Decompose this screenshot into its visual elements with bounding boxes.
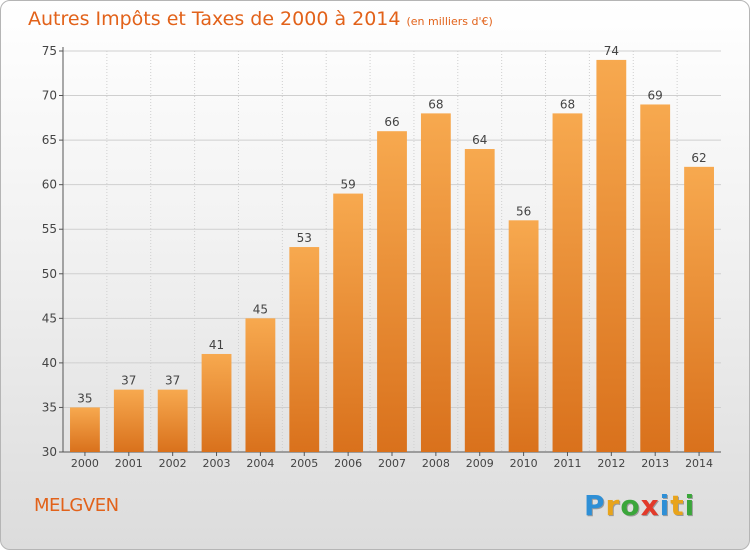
bar-value-label: 66 xyxy=(384,115,399,129)
x-tick-label: 2005 xyxy=(290,457,318,470)
logo-letter: x xyxy=(640,489,660,522)
y-tick-label: 70 xyxy=(42,89,57,103)
bar-2013 xyxy=(640,104,671,452)
chart-unit-note: (en milliers d'€) xyxy=(406,15,493,28)
bar-2001 xyxy=(113,389,144,452)
bar-value-label: 59 xyxy=(340,178,355,192)
x-tick-label: 2010 xyxy=(510,457,538,470)
x-tick-label: 2009 xyxy=(466,457,494,470)
x-tick-label: 2011 xyxy=(553,457,581,470)
y-tick-label: 35 xyxy=(42,400,57,414)
chart-title: Autres Impôts et Taxes de 2000 à 2014 (en… xyxy=(28,8,493,30)
bar-value-label: 35 xyxy=(77,391,92,405)
logo-letter: i xyxy=(684,489,696,522)
x-tick-label: 2014 xyxy=(685,457,713,470)
x-tick-label: 2004 xyxy=(246,457,274,470)
bar-2009 xyxy=(464,149,495,452)
y-tick-label: 30 xyxy=(42,445,57,459)
bar-2010 xyxy=(508,220,539,452)
bar-2004 xyxy=(245,318,276,452)
bar-value-label: 62 xyxy=(691,151,706,165)
bar-value-label: 41 xyxy=(209,338,224,352)
bar-2002 xyxy=(157,389,188,452)
y-tick-label: 45 xyxy=(42,311,57,325)
bar-2003 xyxy=(201,353,232,452)
y-tick-label: 65 xyxy=(42,133,57,147)
proxiti-logo: Proxiti xyxy=(584,489,695,522)
bar-value-label: 64 xyxy=(472,133,487,147)
location-name: MELGVEN xyxy=(34,495,119,516)
bars xyxy=(70,59,714,453)
y-tick-label: 40 xyxy=(42,356,57,370)
x-tick-label: 2002 xyxy=(159,457,187,470)
x-tick-label: 2006 xyxy=(334,457,362,470)
bar-value-label: 45 xyxy=(253,302,268,316)
bar-2008 xyxy=(420,113,451,452)
bar-2005 xyxy=(289,247,320,452)
bar-2012 xyxy=(596,59,627,453)
bar-2014 xyxy=(684,166,714,452)
bar-value-label: 37 xyxy=(121,374,136,388)
x-tick-label: 2013 xyxy=(641,457,669,470)
x-tick-label: 2007 xyxy=(378,457,406,470)
logo-letter: P xyxy=(584,489,606,522)
y-tick-label: 75 xyxy=(42,44,57,58)
x-tick-label: 2000 xyxy=(71,457,99,470)
y-tick-label: 50 xyxy=(42,267,57,281)
logo-letter: o xyxy=(620,489,641,522)
x-tick-label: 2012 xyxy=(597,457,625,470)
bar-value-label: 37 xyxy=(165,374,180,388)
x-tick-label: 2008 xyxy=(422,457,450,470)
bar-value-label: 69 xyxy=(648,88,663,102)
bar-value-label: 56 xyxy=(516,204,531,218)
logo-letter: r xyxy=(605,489,621,522)
y-tick-label: 60 xyxy=(42,178,57,192)
logo-letter: t xyxy=(670,489,685,522)
logo-letter: i xyxy=(659,489,671,522)
data-labels: 35 37 37 41 45 53 59 66 68 64 56 68 74 69 62 xyxy=(77,44,706,406)
x-tick-label: 2003 xyxy=(203,457,231,470)
bar-2007 xyxy=(377,131,407,452)
bar-value-label: 53 xyxy=(297,231,312,245)
bar-2000 xyxy=(70,407,100,452)
bar-value-label: 68 xyxy=(560,97,575,111)
chart-title-text: Autres Impôts et Taxes de 2000 à 2014 xyxy=(28,8,401,30)
bar-value-label: 68 xyxy=(428,97,443,111)
x-tick-label: 2001 xyxy=(115,457,143,470)
bar-2006 xyxy=(333,193,364,453)
y-tick-label: 55 xyxy=(42,222,57,236)
bar-value-label: 74 xyxy=(604,44,619,58)
bar-2011 xyxy=(552,113,583,452)
